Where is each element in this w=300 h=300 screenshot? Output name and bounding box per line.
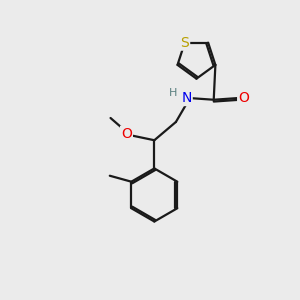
Text: N: N (181, 91, 192, 105)
Text: H: H (168, 88, 177, 98)
Text: O: O (121, 127, 132, 141)
Text: O: O (238, 91, 249, 105)
Text: S: S (180, 36, 189, 50)
